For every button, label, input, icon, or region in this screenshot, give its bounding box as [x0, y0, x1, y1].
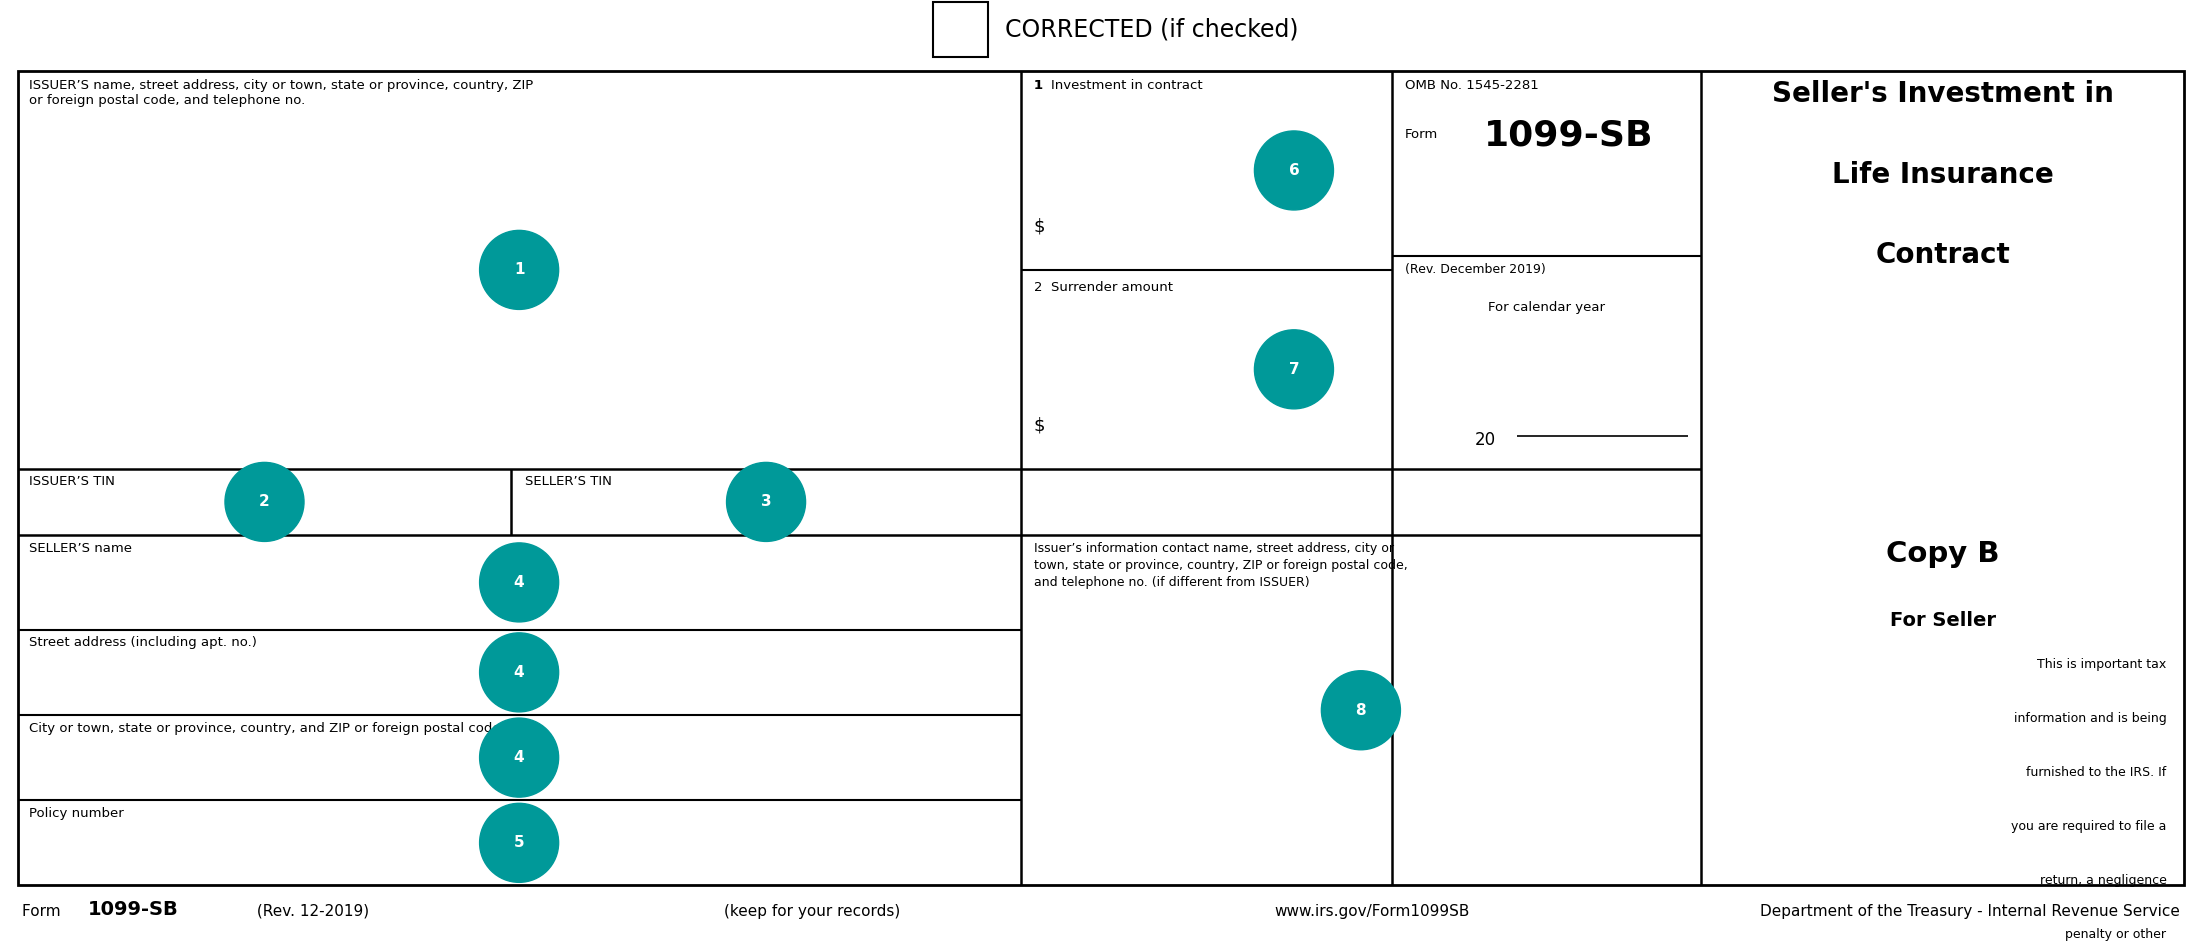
Text: (Rev. December 2019): (Rev. December 2019): [1405, 263, 1545, 277]
Text: Seller's Investment in: Seller's Investment in: [1771, 80, 2114, 109]
Text: ISSUER’S TIN: ISSUER’S TIN: [29, 475, 114, 489]
Text: Street address (including apt. no.): Street address (including apt. no.): [29, 636, 257, 650]
Text: 4: 4: [514, 665, 525, 680]
Text: 4: 4: [514, 575, 525, 590]
Text: 1099-SB: 1099-SB: [88, 900, 178, 919]
Text: you are required to file a: you are required to file a: [2011, 820, 2166, 833]
Text: 7: 7: [1288, 362, 1299, 377]
Text: furnished to the IRS. If: furnished to the IRS. If: [2026, 766, 2166, 779]
Ellipse shape: [481, 633, 560, 712]
Text: information and is being: information and is being: [2013, 712, 2166, 725]
Text: 1099-SB: 1099-SB: [1484, 118, 1653, 152]
Text: For Seller: For Seller: [1890, 611, 1995, 630]
Ellipse shape: [226, 462, 303, 542]
Text: Policy number: Policy number: [29, 807, 123, 820]
Text: (Rev. 12-2019): (Rev. 12-2019): [252, 903, 369, 919]
Text: 2: 2: [259, 494, 270, 509]
Text: $: $: [1034, 417, 1045, 435]
Text: SELLER’S name: SELLER’S name: [29, 542, 132, 555]
Text: CORRECTED (if checked): CORRECTED (if checked): [1005, 17, 1299, 42]
Ellipse shape: [481, 803, 560, 883]
Text: Form: Form: [22, 903, 66, 919]
Text: SELLER’S TIN: SELLER’S TIN: [525, 475, 612, 489]
Ellipse shape: [481, 718, 560, 797]
Text: OMB No. 1545-2281: OMB No. 1545-2281: [1405, 79, 1539, 92]
Text: For calendar year: For calendar year: [1488, 301, 1605, 314]
Bar: [933, 2, 988, 57]
Text: Life Insurance: Life Insurance: [1831, 161, 2055, 189]
Bar: [18, 71, 2184, 885]
Text: Issuer’s information contact name, street address, city or
town, state or provin: Issuer’s information contact name, stree…: [1034, 542, 1407, 589]
Ellipse shape: [1321, 670, 1400, 750]
Text: 1  Investment in contract: 1 Investment in contract: [1034, 79, 1203, 92]
Ellipse shape: [1256, 330, 1335, 409]
Text: penalty or other: penalty or other: [2065, 928, 2166, 941]
Text: 20: 20: [1475, 431, 1497, 449]
Text: 5: 5: [514, 835, 525, 850]
Text: return, a negligence: return, a negligence: [2039, 874, 2166, 887]
Text: $: $: [1034, 218, 1045, 236]
Text: 4: 4: [514, 750, 525, 765]
Text: ISSUER’S name, street address, city or town, state or province, country, ZIP
or : ISSUER’S name, street address, city or t…: [29, 79, 533, 107]
Text: 6: 6: [1288, 163, 1299, 178]
Text: Copy B: Copy B: [1886, 540, 2000, 568]
Ellipse shape: [1256, 131, 1335, 210]
Text: (keep for your records): (keep for your records): [724, 903, 900, 919]
Text: Department of the Treasury - Internal Revenue Service: Department of the Treasury - Internal Re…: [1760, 903, 2180, 919]
Ellipse shape: [727, 462, 806, 542]
Text: 1: 1: [1034, 79, 1043, 92]
Text: www.irs.gov/Form1099SB: www.irs.gov/Form1099SB: [1273, 903, 1471, 919]
Text: Contract: Contract: [1875, 241, 2011, 270]
Text: 2  Surrender amount: 2 Surrender amount: [1034, 281, 1172, 295]
Ellipse shape: [481, 543, 560, 622]
Ellipse shape: [481, 230, 560, 310]
Text: This is important tax: This is important tax: [2037, 658, 2166, 671]
Text: 3: 3: [762, 494, 770, 509]
Text: Form: Form: [1405, 128, 1438, 141]
Text: City or town, state or province, country, and ZIP or foreign postal code: City or town, state or province, country…: [29, 722, 500, 735]
Text: 1: 1: [514, 262, 525, 277]
Text: 8: 8: [1357, 703, 1365, 718]
